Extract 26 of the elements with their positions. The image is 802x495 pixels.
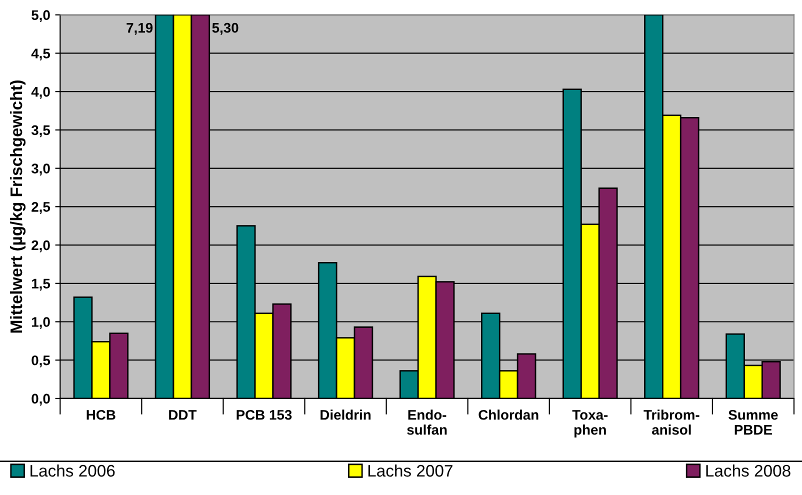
- y-tick-label: 1,5: [32, 278, 50, 291]
- y-tick-label: 3,5: [31, 125, 50, 138]
- y-tick-label: 2,0: [32, 240, 50, 252]
- y-tick-label: 5,0: [32, 10, 50, 22]
- x-tick-label: Toxa- phen: [572, 410, 608, 438]
- x-tick-label: Dieldrin: [320, 410, 371, 420]
- y-tick-label: 1,0: [32, 317, 50, 329]
- y-tick-label: 3,0: [31, 164, 50, 176]
- annotation: 5,30: [212, 22, 238, 35]
- x-tick-label: Endo- sulfan: [407, 410, 447, 435]
- legend-label: Lachs 2007: [368, 464, 452, 477]
- y-tick-label: 4,5: [31, 48, 50, 60]
- annotation: 7,19: [126, 22, 153, 35]
- x-tick-label: HCB: [86, 410, 116, 420]
- legend-label: Lachs 2006: [30, 464, 115, 477]
- y-tick-label: 0,5: [32, 355, 50, 368]
- y-tick-label: 4,0: [31, 86, 50, 99]
- x-tick-label: PCB 153: [236, 410, 292, 420]
- y-tick-label: 2,5: [32, 202, 50, 214]
- x-tick-label: DDT: [169, 410, 197, 420]
- legend-label: Lachs 2008: [706, 464, 790, 477]
- y-axis-title: Mittelwert (µg/kg Frischgewicht): [10, 80, 26, 333]
- x-tick-label: Tribrom- anisol: [644, 410, 700, 435]
- y-tick-label: 0,0: [32, 394, 50, 406]
- x-tick-label: Chlordan: [478, 410, 538, 420]
- x-tick-label: Summe PBDE: [728, 410, 778, 435]
